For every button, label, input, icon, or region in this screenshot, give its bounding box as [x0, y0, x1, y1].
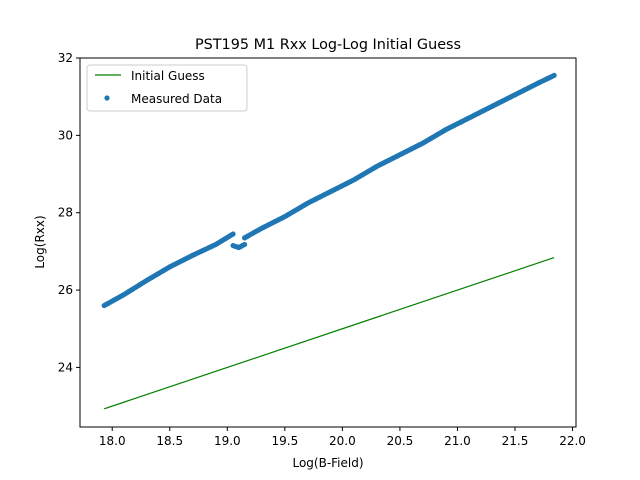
- series-layer: [101, 72, 557, 410]
- x-axis-label: Log(B-Field): [292, 456, 363, 470]
- measured-data-point: [551, 72, 557, 79]
- y-tick-label: 32: [58, 51, 73, 65]
- x-tick-label: 18.5: [156, 434, 183, 448]
- legend: Initial Guess Measured Data: [86, 64, 248, 112]
- x-axis: 18.0 18.5 19.0 19.5 20.0 20.5 21.0 21.5 22.0: [99, 427, 586, 448]
- x-tick-label: 18.0: [99, 434, 126, 448]
- y-tick-label: 26: [58, 283, 73, 297]
- y-tick-label: 24: [58, 360, 73, 374]
- x-tick-label: 21.5: [502, 434, 529, 448]
- legend-label-initial-guess: Initial Guess: [131, 69, 205, 83]
- x-tick-label: 20.0: [329, 434, 356, 448]
- initial-guess-line: [103, 257, 555, 410]
- y-axis-label: Log(Rxx): [33, 215, 47, 268]
- y-tick-label: 28: [58, 206, 73, 220]
- measured-data-point: [230, 231, 236, 237]
- x-tick-label: 20.5: [387, 434, 414, 448]
- measured-data-point: [241, 241, 248, 248]
- legend-label-measured-data: Measured Data: [131, 92, 222, 106]
- legend-marker-swatch: [104, 95, 110, 101]
- x-tick-label: 22.0: [559, 434, 586, 448]
- chart-title: PST195 M1 Rxx Log-Log Initial Guess: [195, 37, 461, 53]
- axes-frame: [79, 57, 577, 428]
- legend-box: [86, 64, 248, 112]
- y-tick-label: 30: [58, 128, 73, 142]
- y-axis: 24 26 28 30 32: [58, 51, 80, 374]
- plot-area: [80, 58, 576, 427]
- x-tick-label: 21.0: [444, 434, 471, 448]
- x-tick-label: 19.0: [214, 434, 241, 448]
- x-tick-label: 19.5: [271, 434, 298, 448]
